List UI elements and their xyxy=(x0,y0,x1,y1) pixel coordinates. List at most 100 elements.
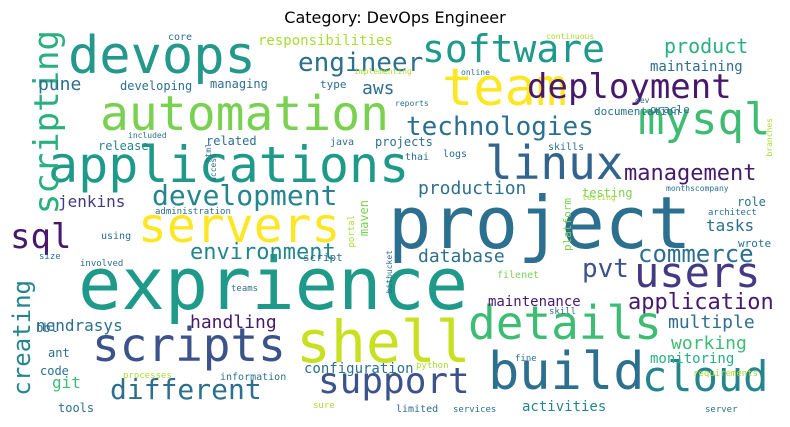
word-exprience: exprience xyxy=(78,242,469,326)
word-core: core xyxy=(168,32,193,43)
word-working: working xyxy=(671,333,747,354)
word-build: build xyxy=(488,342,645,402)
word-testing: testing xyxy=(582,193,616,202)
word-configuration: configuration xyxy=(304,361,414,377)
word-product: product xyxy=(664,34,749,58)
word-project: project xyxy=(388,181,692,265)
word-responsibilities: responsibilities xyxy=(258,33,393,49)
word-access: access xyxy=(209,153,218,182)
word-ant: ant xyxy=(48,346,70,360)
word-development: development xyxy=(152,179,338,212)
word-skill: skill xyxy=(549,307,577,317)
word-tools: tools xyxy=(58,401,95,415)
word-limited: limited xyxy=(396,404,439,415)
word-logs: logs xyxy=(443,149,468,160)
word-engineer: engineer xyxy=(298,48,424,78)
word-server: server xyxy=(705,405,738,415)
word-java: java xyxy=(330,137,355,148)
word-maintenance: maintenance xyxy=(488,294,581,310)
word-documentation: documentation xyxy=(594,105,681,118)
word-thai: thai xyxy=(405,152,430,163)
word-developing: developing xyxy=(120,79,193,93)
word-scripting: scripting xyxy=(27,30,67,215)
word-creating: creating xyxy=(10,280,36,396)
word-requirements: requirements xyxy=(693,369,759,379)
word-production: production xyxy=(418,178,527,199)
word-database: database xyxy=(418,246,505,267)
word-platform: platform xyxy=(561,198,574,251)
word-bitbucket: bitbucket xyxy=(385,250,394,294)
word-code: code xyxy=(40,364,69,378)
word-maintaining: maintaining xyxy=(650,59,743,75)
word-continuous: continuous xyxy=(546,32,595,41)
word-online: online xyxy=(461,68,490,77)
word-nendrasys: nendrasys xyxy=(36,316,123,335)
word-managing: managing xyxy=(210,77,268,91)
word-details: details xyxy=(468,296,662,350)
word-aws: aws xyxy=(362,78,395,99)
word-multiple: multiple xyxy=(668,312,755,333)
word-activities: activities xyxy=(522,399,607,415)
word-different: different xyxy=(110,373,262,406)
word-testing: testing xyxy=(582,186,633,200)
word-devops: devops xyxy=(68,30,256,86)
word-commerce: commerce xyxy=(638,240,754,268)
word-dev: dev xyxy=(635,96,650,105)
word-tasks: tasks xyxy=(706,216,755,235)
word-shell: shell xyxy=(296,308,471,376)
word-linux: linux xyxy=(485,136,624,190)
word-role: role xyxy=(737,195,766,209)
word-projects: projects xyxy=(375,135,433,149)
word-involved: involved xyxy=(80,259,124,269)
word-filenet: filenet xyxy=(497,270,540,281)
word-applications: applications xyxy=(48,136,410,194)
word-architect: architect xyxy=(708,208,757,218)
word-related: related xyxy=(206,134,257,148)
word-services: services xyxy=(453,405,497,415)
word-team: team xyxy=(442,58,568,118)
word-monthscompany: monthscompany xyxy=(666,184,729,193)
word-management: management xyxy=(624,161,757,186)
word-handling: handling xyxy=(190,312,277,333)
word-cloud: cloud xyxy=(642,352,769,401)
word-sure: sure xyxy=(313,401,335,411)
word-scripts: scripts xyxy=(92,318,286,372)
word-using: using xyxy=(101,231,132,242)
word-pune: pune xyxy=(38,74,82,95)
word-teams: teams xyxy=(231,284,259,294)
word-servers: servers xyxy=(138,198,341,254)
word-support: support xyxy=(318,361,470,402)
word-size: size xyxy=(39,252,61,262)
word-implementing: implementing xyxy=(354,67,412,76)
word-skills: skills xyxy=(548,142,585,153)
word-application: application xyxy=(628,290,774,315)
word-portal: portal xyxy=(347,215,357,248)
chart-title: Category: DevOps Engineer xyxy=(284,8,506,27)
word-mysql: mysql xyxy=(638,94,771,145)
word-included: included xyxy=(128,131,167,140)
word-software: software xyxy=(422,30,606,71)
word-environment: environment xyxy=(190,240,336,265)
word-fine: fine xyxy=(515,354,537,364)
word-git: git xyxy=(52,373,81,392)
word-processes: processes xyxy=(123,371,172,381)
word-administration: administration xyxy=(155,207,231,217)
word-jenkins: jenkins xyxy=(58,192,126,211)
word-sql: sql xyxy=(10,217,72,257)
word-wrote: wrote xyxy=(738,237,772,250)
word-oracle: oracle xyxy=(650,103,690,116)
word-cloud: exprience project shell applications automat… xyxy=(10,30,780,420)
word-users: users xyxy=(634,248,761,297)
word-release: release xyxy=(98,139,149,153)
word-maven: maven xyxy=(357,200,371,237)
word-automation: automation xyxy=(100,86,389,142)
word-deployment: deployment xyxy=(527,67,732,107)
word-technologies: technologies xyxy=(406,112,594,142)
word-script: script xyxy=(303,251,343,264)
word-type: type xyxy=(320,78,347,91)
word-bbl: bbl xyxy=(36,321,58,335)
word-python: python xyxy=(416,361,449,371)
word-reports: reports xyxy=(395,99,429,108)
word-pvt: pvt xyxy=(582,254,629,284)
word-branches: branches xyxy=(765,118,774,157)
